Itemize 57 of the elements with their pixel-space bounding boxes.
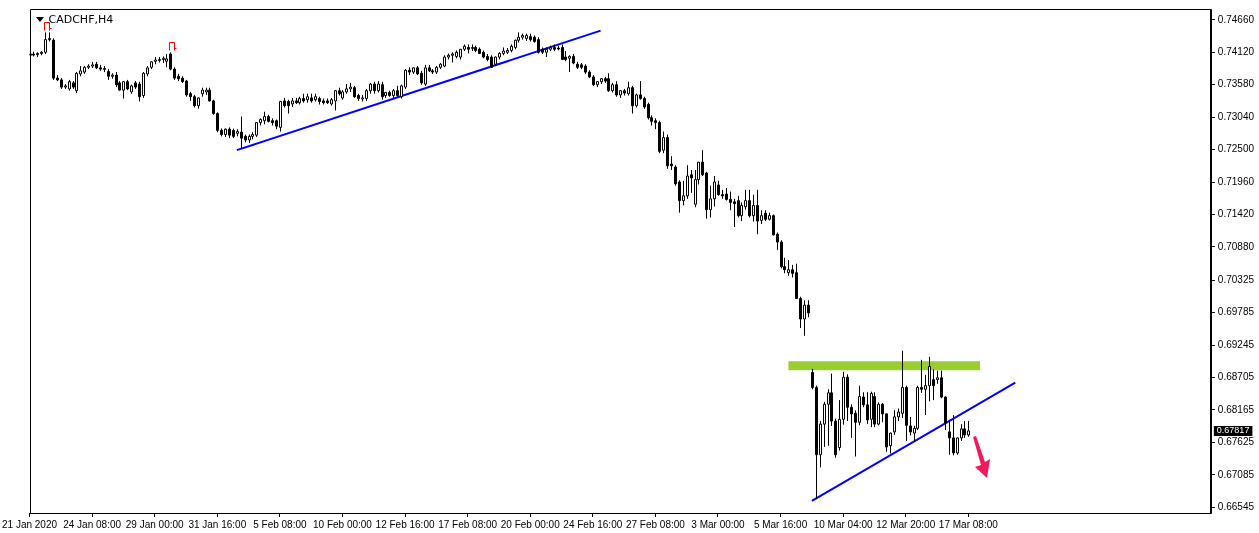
- x-tick-label: 12 Mar 20:00: [876, 518, 936, 530]
- x-tick-label: 17 Mar 08:00: [938, 518, 999, 530]
- y-tick-label: 0.67085: [1217, 468, 1255, 480]
- chart-title: CADCHF,H4: [48, 13, 114, 26]
- candlestick: [729, 191, 732, 211]
- x-tick-label: 10 Feb 00:00: [312, 518, 373, 530]
- y-tick-label: 0.69245: [1217, 338, 1255, 350]
- y-tick-label: 0.74660: [1217, 13, 1255, 25]
- candlestick: [737, 195, 740, 218]
- text: 0.67817: [1216, 425, 1250, 436]
- candlestick: [713, 175, 716, 208]
- candlestick: [932, 368, 935, 401]
- candlestick: [952, 414, 955, 456]
- x-tick-label: 17 Feb 08:00: [438, 518, 498, 530]
- x-tick-label: 20 Feb 00:00: [500, 518, 561, 530]
- candlestick: [752, 194, 755, 223]
- candlestick: [690, 169, 693, 194]
- y-tick-label: 0.71420: [1217, 208, 1255, 220]
- y-tick-label: 0.71960: [1217, 175, 1255, 187]
- y-tick-label: 0.73040: [1217, 110, 1255, 122]
- y-tick-label: 0.66545: [1217, 501, 1255, 513]
- candlestick: [740, 201, 743, 222]
- candlestick: [803, 299, 806, 337]
- candlestick: [756, 189, 759, 235]
- candlestick: [748, 189, 751, 218]
- x-tick-label: 31 Jan 16:00: [188, 518, 247, 530]
- candlestick: [424, 64, 427, 87]
- y-tick-label: 0.69785: [1217, 306, 1255, 318]
- y-tick-label: 0.74120: [1217, 46, 1255, 57]
- x-tick-label: 10 Mar 04:00: [813, 518, 874, 530]
- x-tick-label: 5 Feb 08:00: [253, 518, 307, 530]
- y-tick-label: 0.67625: [1217, 436, 1255, 448]
- candlestick: [928, 356, 931, 402]
- x-tick-label: 12 Feb 16:00: [375, 518, 435, 530]
- candlestick: [733, 198, 736, 228]
- candlestick: [631, 85, 634, 115]
- x-tick-label: 27 Feb 08:00: [625, 518, 686, 530]
- candlestick: [827, 388, 830, 447]
- x-tick-label: 3 Mar 00:00: [691, 518, 746, 530]
- y-tick-label: 0.68165: [1217, 403, 1255, 415]
- y-tick-label: 0.72500: [1217, 143, 1255, 155]
- x-tick-label: 29 Jan 00:00: [125, 518, 185, 530]
- x-tick-label: 21 Jan 2020: [1, 518, 58, 530]
- x-tick-label: 5 Mar 16:00: [753, 518, 808, 530]
- candlestick: [686, 164, 689, 200]
- x-tick-label: 24 Feb 16:00: [563, 518, 623, 530]
- candlestick: [240, 116, 243, 149]
- y-tick-label: 0.70325: [1217, 273, 1255, 285]
- candlestick: [948, 419, 951, 456]
- candlestick: [44, 31, 47, 55]
- y-tick-label: 0.70880: [1217, 240, 1255, 252]
- y-tick-label: 0.73580: [1217, 78, 1255, 90]
- candlestick: [866, 391, 869, 425]
- x-tick-label: 24 Jan 08:00: [63, 518, 122, 530]
- candlestick: [142, 71, 145, 99]
- candlestick: [334, 89, 337, 112]
- y-tick-label: 0.68705: [1217, 371, 1255, 383]
